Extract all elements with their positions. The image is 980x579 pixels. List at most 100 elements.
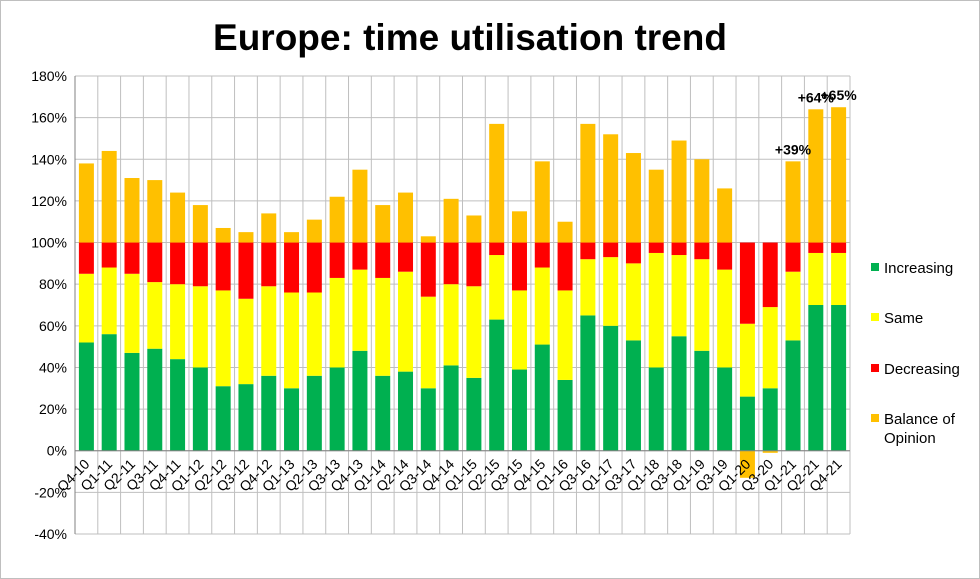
bar-same bbox=[739, 323, 755, 397]
bar-balance-of-opinion bbox=[215, 227, 231, 243]
bar-decreasing bbox=[511, 242, 527, 291]
bar-same bbox=[557, 290, 573, 380]
bars bbox=[78, 107, 847, 478]
annotation-label: +65% bbox=[821, 87, 858, 103]
bar-same bbox=[785, 271, 801, 341]
bar-decreasing bbox=[466, 242, 482, 287]
bar-increasing bbox=[375, 375, 391, 451]
bar-balance-of-opinion bbox=[717, 188, 733, 243]
bar-increasing bbox=[398, 371, 414, 451]
legend-swatch bbox=[871, 364, 879, 372]
bar-balance-of-opinion bbox=[808, 109, 824, 243]
bar-increasing bbox=[78, 342, 94, 451]
bar-increasing bbox=[443, 365, 459, 451]
bar-same bbox=[124, 273, 140, 353]
bar-same bbox=[329, 277, 345, 368]
bar-same bbox=[147, 282, 163, 349]
bar-decreasing bbox=[831, 242, 847, 253]
bar-same bbox=[398, 271, 414, 372]
bar-increasing bbox=[147, 348, 163, 451]
y-tick-label: 20% bbox=[39, 401, 67, 417]
bar-increasing bbox=[831, 305, 847, 451]
bar-increasing bbox=[261, 375, 277, 451]
bar-balance-of-opinion bbox=[352, 169, 368, 243]
annotations: +39% +64%+65% bbox=[775, 87, 857, 157]
bar-balance-of-opinion bbox=[329, 196, 345, 243]
bar-decreasing bbox=[261, 242, 277, 287]
bar-decreasing bbox=[398, 242, 414, 272]
bar-increasing bbox=[603, 325, 619, 451]
bar-increasing bbox=[534, 344, 550, 451]
bar-increasing bbox=[580, 315, 596, 451]
bar-decreasing bbox=[124, 242, 140, 274]
bar-decreasing bbox=[603, 242, 619, 258]
bar-balance-of-opinion bbox=[762, 450, 778, 453]
bar-increasing bbox=[329, 367, 345, 451]
bar-decreasing bbox=[375, 242, 391, 278]
bar-increasing bbox=[238, 384, 254, 451]
bar-same bbox=[694, 259, 710, 351]
bar-balance-of-opinion bbox=[580, 123, 596, 243]
bar-balance-of-opinion bbox=[489, 123, 505, 243]
bar-increasing bbox=[625, 340, 641, 451]
y-tick-label: 100% bbox=[31, 235, 67, 251]
bar-increasing bbox=[101, 334, 117, 451]
bar-balance-of-opinion bbox=[671, 140, 687, 243]
bar-decreasing bbox=[284, 242, 300, 293]
chart-title: Europe: time utilisation trend bbox=[213, 17, 727, 58]
y-tick-label: -20% bbox=[34, 484, 67, 500]
bar-decreasing bbox=[808, 242, 824, 253]
bar-decreasing bbox=[648, 242, 664, 253]
bar-same bbox=[534, 267, 550, 345]
bar-balance-of-opinion bbox=[306, 219, 322, 243]
bar-balance-of-opinion bbox=[192, 205, 208, 243]
y-tick-label: 80% bbox=[39, 276, 67, 292]
bar-same bbox=[808, 252, 824, 305]
legend-swatch bbox=[871, 414, 879, 422]
bar-decreasing bbox=[671, 242, 687, 256]
y-tick-label: 40% bbox=[39, 359, 67, 375]
bar-decreasing bbox=[694, 242, 710, 260]
bar-increasing bbox=[124, 352, 140, 451]
legend-label: Balance of bbox=[884, 411, 956, 428]
bar-increasing bbox=[557, 379, 573, 451]
bar-same bbox=[78, 273, 94, 343]
bar-decreasing bbox=[420, 242, 436, 297]
bar-decreasing bbox=[306, 242, 322, 293]
bar-decreasing bbox=[215, 242, 231, 291]
bar-same bbox=[671, 255, 687, 337]
bar-increasing bbox=[284, 388, 300, 451]
bar-same bbox=[352, 269, 368, 351]
bar-decreasing bbox=[534, 242, 550, 268]
bar-increasing bbox=[717, 367, 733, 451]
bar-decreasing bbox=[147, 242, 163, 283]
y-tick-label: 160% bbox=[31, 110, 67, 126]
bar-balance-of-opinion bbox=[785, 161, 801, 243]
bar-increasing bbox=[785, 340, 801, 451]
bar-same bbox=[215, 290, 231, 387]
bar-decreasing bbox=[78, 242, 94, 274]
bar-balance-of-opinion bbox=[466, 215, 482, 243]
bar-decreasing bbox=[329, 242, 345, 278]
bar-increasing bbox=[671, 336, 687, 451]
bar-increasing bbox=[306, 375, 322, 451]
bar-balance-of-opinion bbox=[694, 159, 710, 243]
bar-balance-of-opinion bbox=[739, 450, 755, 478]
bar-same bbox=[762, 307, 778, 389]
bar-decreasing bbox=[580, 242, 596, 260]
bar-same bbox=[238, 298, 254, 385]
bar-balance-of-opinion bbox=[557, 221, 573, 243]
bar-decreasing bbox=[101, 242, 117, 268]
bar-increasing bbox=[420, 388, 436, 451]
bar-balance-of-opinion bbox=[101, 150, 117, 243]
legend-label: Decreasing bbox=[884, 361, 960, 378]
bar-same bbox=[420, 296, 436, 389]
bar-increasing bbox=[648, 367, 664, 451]
bar-decreasing bbox=[443, 242, 459, 285]
bar-increasing bbox=[762, 388, 778, 451]
bar-decreasing bbox=[192, 242, 208, 287]
bar-balance-of-opinion bbox=[648, 169, 664, 243]
bar-increasing bbox=[466, 377, 482, 451]
bar-same bbox=[306, 292, 322, 376]
